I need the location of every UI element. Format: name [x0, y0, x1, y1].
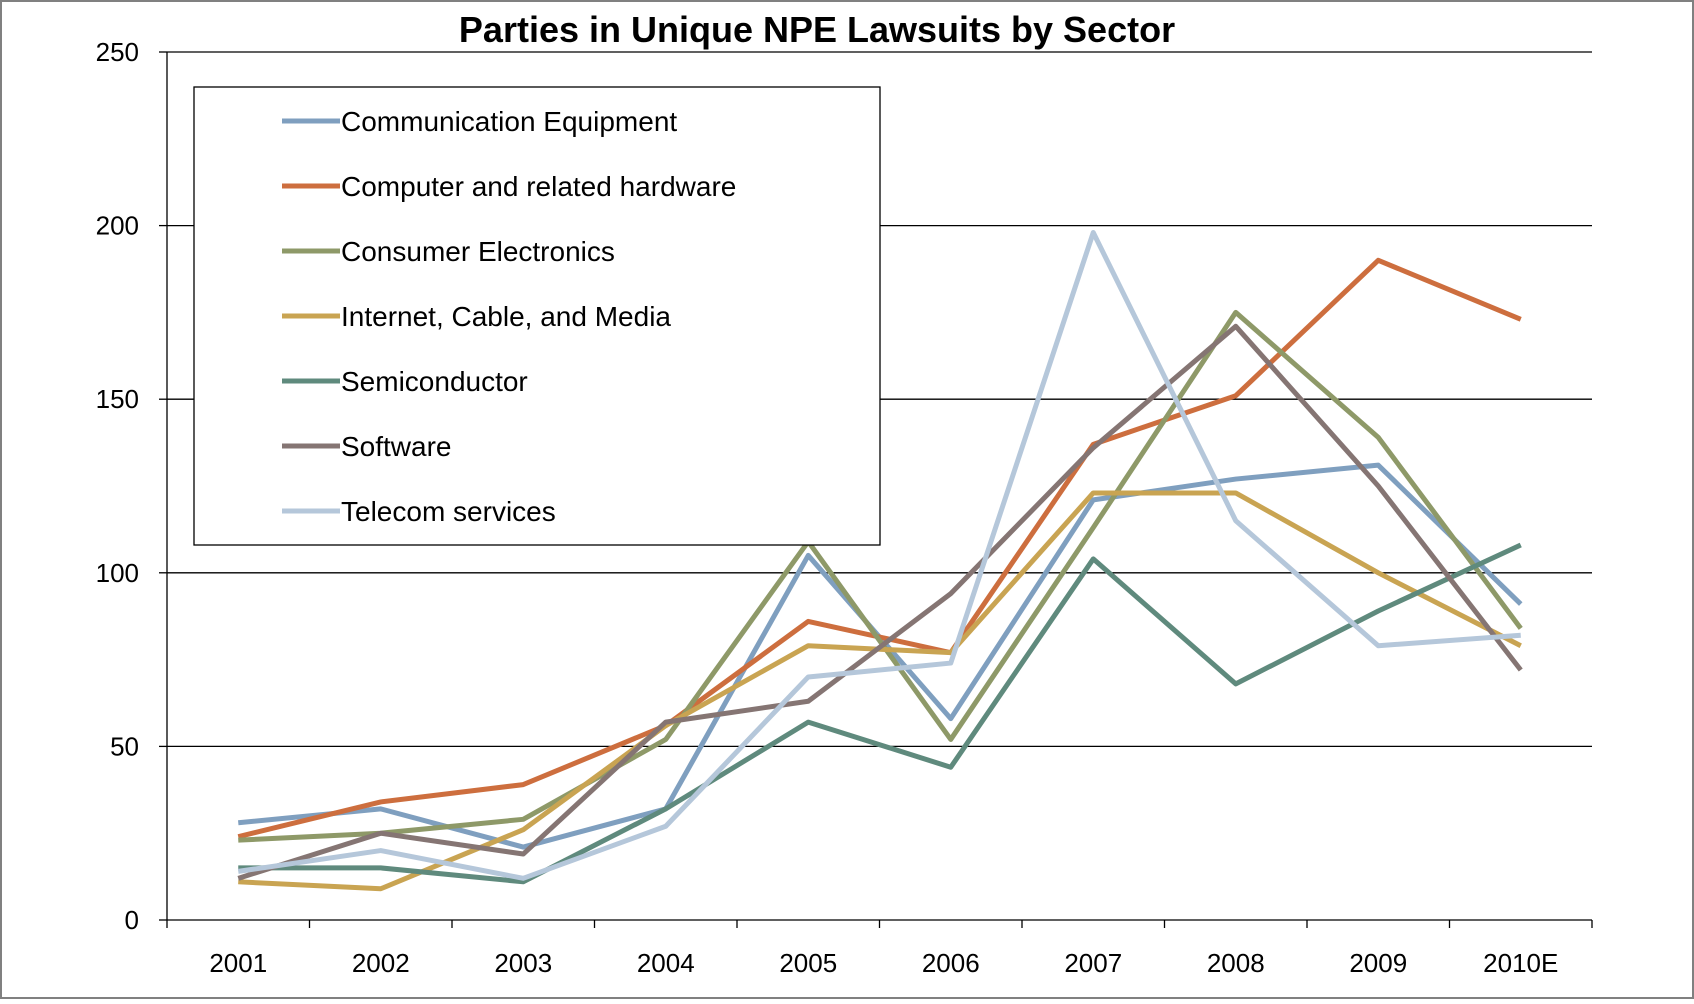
legend-label-semiconductor: Semiconductor [341, 366, 528, 397]
x-tick-label: 2008 [1207, 948, 1265, 978]
legend: Communication Equipment Computer and rela… [193, 86, 881, 546]
chart-title: Parties in Unique NPE Lawsuits by Sector [459, 9, 1175, 50]
x-tick-label: 2005 [779, 948, 837, 978]
legend-label-telecom-services: Telecom services [341, 496, 556, 527]
legend-label-communication-equipment: Communication Equipment [341, 106, 677, 137]
axes: 0 50 100 150 200 250 2001 2002 2003 2004 2005 2006 2… [96, 37, 1593, 978]
series-line-semiconductor [238, 542, 1522, 885]
series-line-consumer-electronics [238, 309, 1523, 843]
series-line-software [237, 323, 1523, 881]
x-tick-label: 2010E [1483, 948, 1558, 978]
series-lines [237, 230, 1523, 892]
x-tick-label: 2002 [352, 948, 410, 978]
y-tick-label: 200 [96, 211, 139, 241]
y-tick-label: 0 [125, 905, 139, 935]
y-tick-label: 100 [96, 558, 139, 588]
x-tick-label: 2006 [922, 948, 980, 978]
y-tick-label: 250 [96, 37, 139, 67]
x-tick-label: 2009 [1349, 948, 1407, 978]
x-tick-label: 2003 [494, 948, 552, 978]
x-tick-label: 2001 [209, 948, 267, 978]
legend-label-internet-cable-and-media: Internet, Cable, and Media [341, 301, 671, 332]
legend-label-software: Software [341, 431, 452, 462]
x-tick-label: 2004 [637, 948, 695, 978]
y-tick-label: 150 [96, 384, 139, 414]
legend-label-consumer-electronics: Consumer Electronics [341, 236, 615, 267]
legend-label-computer-and-related-hardware: Computer and related hardware [341, 171, 736, 202]
series-line-telecom-services [237, 230, 1521, 881]
x-tick-label: 2007 [1064, 948, 1122, 978]
y-tick-label: 50 [110, 731, 139, 761]
